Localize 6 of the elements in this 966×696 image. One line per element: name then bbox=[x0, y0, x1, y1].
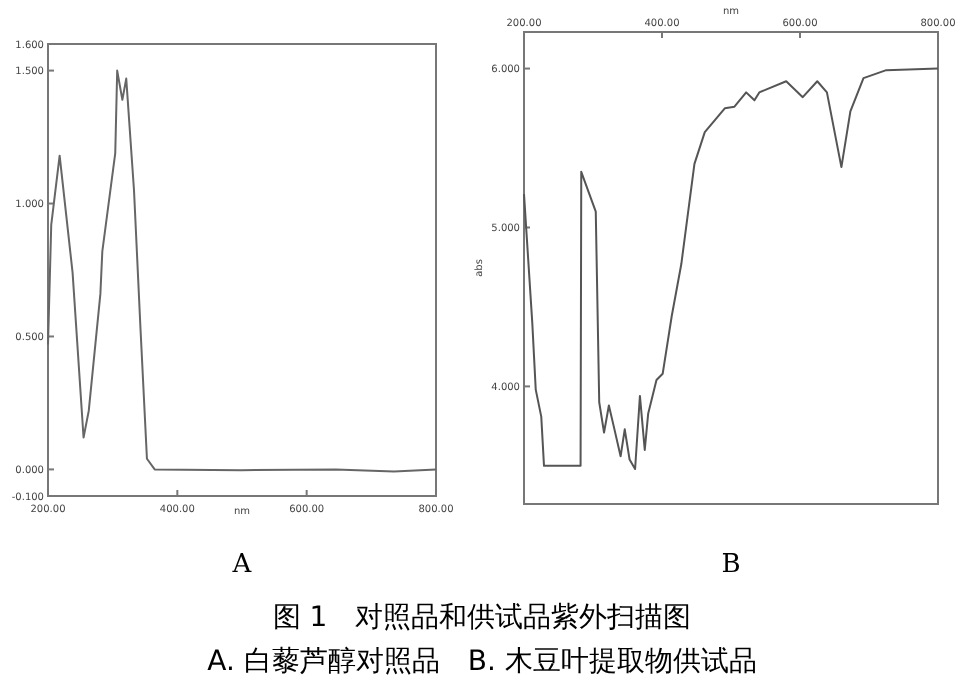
text: B bbox=[721, 550, 741, 580]
text: A bbox=[230, 550, 253, 580]
text: A. 白藜芦醇对照品 B. 木豆叶提取物供试品 bbox=[207, 646, 757, 678]
line-series bbox=[523, 67, 939, 471]
line-series bbox=[47, 69, 437, 473]
caption: 图 1 对照品和供试品紫外扫描图 bbox=[272, 602, 692, 634]
